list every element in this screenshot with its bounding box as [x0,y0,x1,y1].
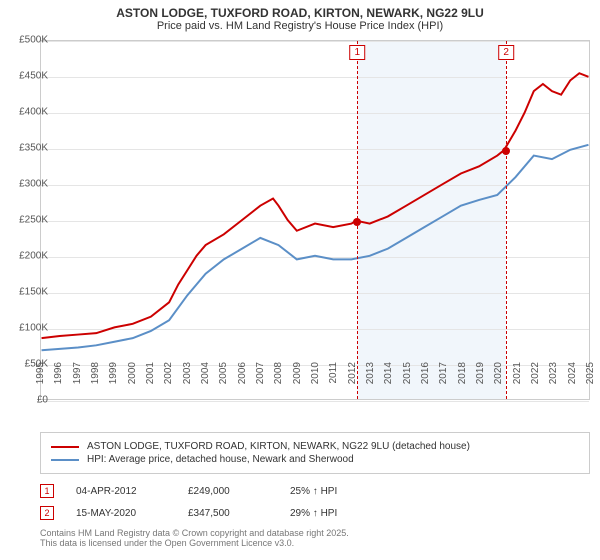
x-tick-label: 1999 [108,362,119,384]
tx-marker-1 [353,218,361,226]
x-tick-label: 1995 [35,362,46,384]
x-tick-label: 2025 [585,362,596,384]
tx-delta: 25% ↑ HPI [290,486,337,497]
title-line1: ASTON LODGE, TUXFORD ROAD, KIRTON, NEWAR… [10,6,590,20]
footer-line2: This data is licensed under the Open Gov… [40,538,349,548]
tx-num: 1 [40,484,54,498]
x-tick-label: 2024 [567,362,578,384]
x-tick-label: 2017 [438,362,449,384]
x-tick-label: 2018 [457,362,468,384]
vline-2 [506,41,507,399]
tx-date: 15-MAY-2020 [76,508,166,519]
x-tick-label: 1998 [90,362,101,384]
x-tick-label: 1996 [53,362,64,384]
footer: Contains HM Land Registry data © Crown c… [40,528,349,548]
x-tick-label: 2020 [493,362,504,384]
y-tick-label: £200K [19,251,48,262]
y-tick-label: £500K [19,35,48,46]
tx-delta: 29% ↑ HPI [290,508,337,519]
x-tick-label: 2022 [530,362,541,384]
tx-date: 04-APR-2012 [76,486,166,497]
tx-price: £347,500 [188,508,268,519]
y-tick-label: £0 [37,395,48,406]
x-tick-label: 2019 [475,362,486,384]
y-tick-label: £100K [19,323,48,334]
y-tick-label: £350K [19,143,48,154]
y-tick-label: £300K [19,179,48,190]
chart-area: 12 [40,40,590,400]
legend-label: HPI: Average price, detached house, Newa… [87,454,354,465]
x-tick-label: 2002 [163,362,174,384]
x-tick-label: 2004 [200,362,211,384]
x-tick-label: 2021 [512,362,523,384]
x-tick-label: 2003 [182,362,193,384]
chart-header: ASTON LODGE, TUXFORD ROAD, KIRTON, NEWAR… [0,0,600,36]
x-tick-label: 2005 [218,362,229,384]
transaction-table: 1 04-APR-2012 £249,000 25% ↑ HPI 2 15-MAY-202… [40,480,337,524]
x-tick-label: 2001 [145,362,156,384]
legend-swatch [51,459,79,461]
x-tick-label: 2011 [328,362,339,384]
x-tick-label: 2010 [310,362,321,384]
y-tick-label: £400K [19,107,48,118]
legend-row: HPI: Average price, detached house, Newa… [51,454,579,465]
x-tick-label: 2012 [347,362,358,384]
x-tick-label: 1997 [72,362,83,384]
x-tick-label: 2007 [255,362,266,384]
x-tick-label: 2016 [420,362,431,384]
legend-swatch [51,446,79,448]
x-tick-label: 2008 [273,362,284,384]
vline-label-2: 2 [498,45,514,60]
y-tick-label: £250K [19,215,48,226]
footer-line1: Contains HM Land Registry data © Crown c… [40,528,349,538]
x-tick-label: 2009 [292,362,303,384]
x-tick-label: 2014 [383,362,394,384]
x-tick-label: 2015 [402,362,413,384]
vline-label-1: 1 [349,45,365,60]
tx-price: £249,000 [188,486,268,497]
title-line2: Price paid vs. HM Land Registry's House … [10,20,590,32]
tx-row: 2 15-MAY-2020 £347,500 29% ↑ HPI [40,502,337,524]
x-tick-label: 2006 [237,362,248,384]
x-tick-label: 2000 [127,362,138,384]
y-tick-label: £150K [19,287,48,298]
tx-num: 2 [40,506,54,520]
y-tick-label: £450K [19,71,48,82]
legend: ASTON LODGE, TUXFORD ROAD, KIRTON, NEWAR… [40,432,590,474]
x-tick-label: 2023 [548,362,559,384]
legend-label: ASTON LODGE, TUXFORD ROAD, KIRTON, NEWAR… [87,441,470,452]
x-tick-label: 2013 [365,362,376,384]
tx-row: 1 04-APR-2012 £249,000 25% ↑ HPI [40,480,337,502]
legend-row: ASTON LODGE, TUXFORD ROAD, KIRTON, NEWAR… [51,441,579,452]
tx-marker-2 [502,147,510,155]
